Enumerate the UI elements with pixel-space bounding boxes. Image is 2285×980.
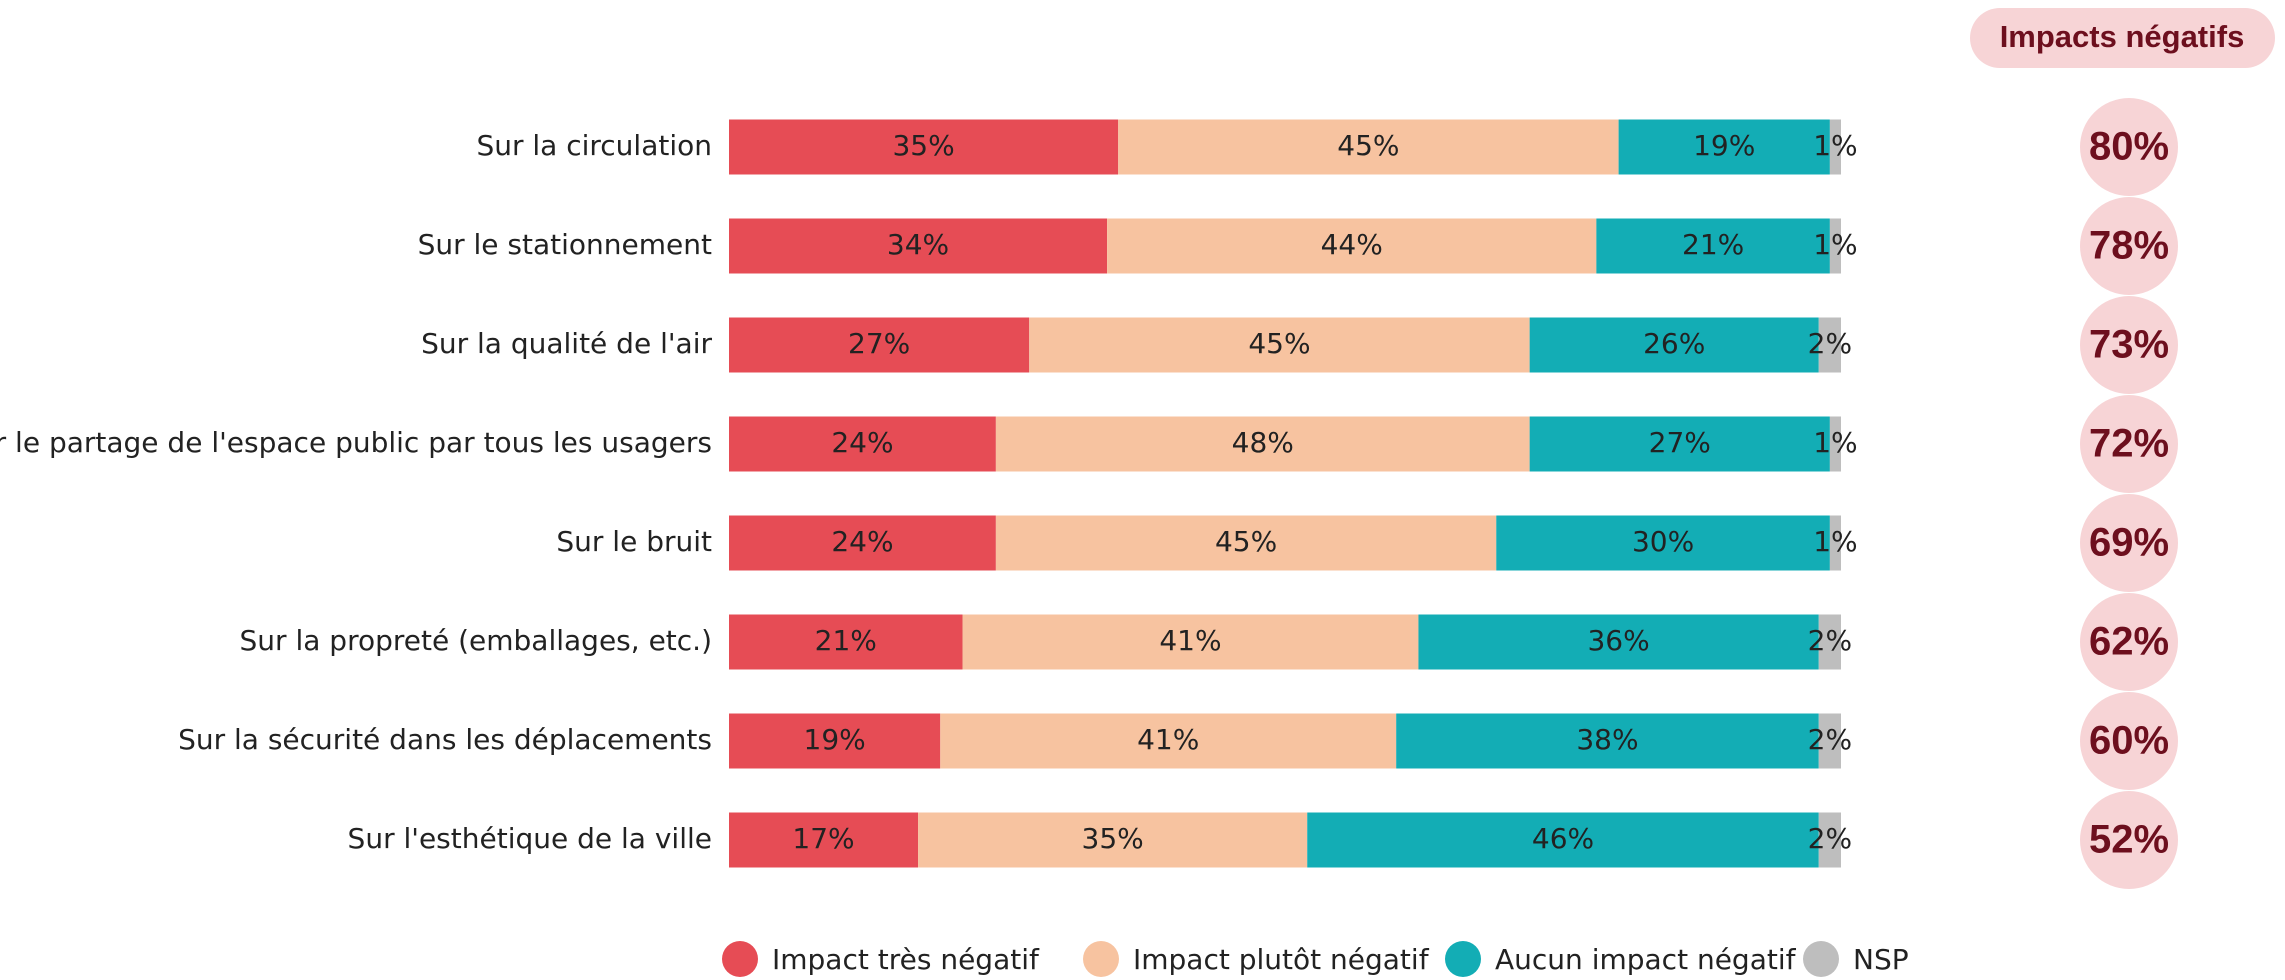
value-label: 48%: [1232, 426, 1294, 459]
legend-swatch: [1083, 941, 1119, 977]
bar-segment: [918, 812, 1308, 868]
category-label: Sur le partage de l'espace public par to…: [0, 426, 712, 459]
bar-segment: [1829, 218, 1841, 274]
bar-segment: [729, 713, 941, 769]
value-label: 2%: [1808, 327, 1852, 360]
bar-segment: [729, 119, 1119, 175]
value-label: 1%: [1813, 129, 1857, 162]
category-label: Sur la propreté (emballages, etc.): [240, 624, 712, 657]
bar-segment: [1307, 812, 1819, 868]
legend-label: Aucun impact négatif: [1495, 943, 1797, 976]
total-label: 60%: [2089, 719, 2169, 763]
bar-segment: [729, 812, 919, 868]
bar-segment: [995, 515, 1497, 571]
category-label: Sur la circulation: [476, 129, 712, 162]
total-label: 72%: [2089, 422, 2169, 466]
legend-label: NSP: [1853, 943, 1909, 976]
legend-swatch: [1803, 941, 1839, 977]
total-label: 78%: [2089, 224, 2169, 268]
value-label: 41%: [1159, 624, 1221, 657]
bar-segment: [1107, 218, 1597, 274]
legend-label: Impact très négatif: [772, 943, 1040, 976]
bar-segment: [1818, 812, 1841, 868]
bar-segment: [995, 416, 1530, 472]
value-label: 45%: [1215, 525, 1277, 558]
total-label: 52%: [2089, 818, 2169, 862]
value-label: 2%: [1808, 822, 1852, 855]
category-label: Sur le stationnement: [418, 228, 712, 261]
category-label: Sur le bruit: [556, 525, 712, 558]
value-label: 24%: [831, 525, 893, 558]
bar-segment: [962, 614, 1419, 670]
bar-segment: [1529, 416, 1830, 472]
bar-segment: [729, 317, 1030, 373]
value-label: 45%: [1248, 327, 1310, 360]
bar-segment: [729, 614, 963, 670]
bar-segment: [729, 416, 996, 472]
total-label: 73%: [2089, 323, 2169, 367]
value-label: 17%: [792, 822, 854, 855]
bar-segment: [1118, 119, 1619, 175]
category-label: Sur la qualité de l'air: [421, 327, 712, 360]
value-label: 46%: [1532, 822, 1594, 855]
bar-segment: [940, 713, 1397, 769]
value-label: 2%: [1808, 624, 1852, 657]
value-label: 1%: [1813, 228, 1857, 261]
value-label: 34%: [887, 228, 949, 261]
total-circle: [2080, 593, 2178, 691]
bar-segment: [729, 515, 996, 571]
bar-segment: [1596, 218, 1830, 274]
total-circle: [2080, 692, 2178, 790]
value-label: 27%: [848, 327, 910, 360]
bar-segment: [729, 218, 1108, 274]
legend-swatch: [722, 941, 758, 977]
header-pill: [1970, 8, 2275, 68]
total-circle: [2080, 395, 2178, 493]
legend-swatch: [1445, 941, 1481, 977]
bar-segment: [1029, 317, 1530, 373]
value-label: 41%: [1137, 723, 1199, 756]
value-label: 1%: [1813, 426, 1857, 459]
bar-segment: [1496, 515, 1830, 571]
bar-segment: [1529, 317, 1819, 373]
value-label: 36%: [1587, 624, 1649, 657]
bar-segment: [1818, 614, 1841, 670]
value-label: 24%: [831, 426, 893, 459]
value-label: 21%: [815, 624, 877, 657]
value-label: 19%: [804, 723, 866, 756]
value-label: 21%: [1682, 228, 1744, 261]
total-circle: [2080, 791, 2178, 889]
bar-segment: [1829, 119, 1841, 175]
value-label: 38%: [1576, 723, 1638, 756]
total-label: 62%: [2089, 620, 2169, 664]
value-label: 19%: [1693, 129, 1755, 162]
value-label: 30%: [1632, 525, 1694, 558]
value-label: 27%: [1649, 426, 1711, 459]
total-label: 69%: [2089, 521, 2169, 565]
value-label: 26%: [1643, 327, 1705, 360]
bar-segment: [1418, 614, 1819, 670]
header-title: Impacts négatifs: [2000, 19, 2245, 54]
bar-segment: [1618, 119, 1830, 175]
bar-segment: [1396, 713, 1819, 769]
value-label: 45%: [1337, 129, 1399, 162]
total-label: 80%: [2089, 125, 2169, 169]
bar-segment: [1818, 713, 1841, 769]
category-label: Sur l'esthétique de la ville: [348, 822, 712, 855]
category-label: Sur la sécurité dans les déplacements: [178, 723, 712, 756]
bar-segment: [1829, 416, 1841, 472]
total-circle: [2080, 98, 2178, 196]
total-circle: [2080, 296, 2178, 394]
bar-segment: [1829, 515, 1841, 571]
total-circle: [2080, 494, 2178, 592]
value-label: 35%: [1082, 822, 1144, 855]
value-label: 1%: [1813, 525, 1857, 558]
total-circle: [2080, 197, 2178, 295]
legend-label: Impact plutôt négatif: [1133, 943, 1430, 976]
bar-segment: [1818, 317, 1841, 373]
value-label: 44%: [1321, 228, 1383, 261]
value-label: 2%: [1808, 723, 1852, 756]
value-label: 35%: [892, 129, 954, 162]
